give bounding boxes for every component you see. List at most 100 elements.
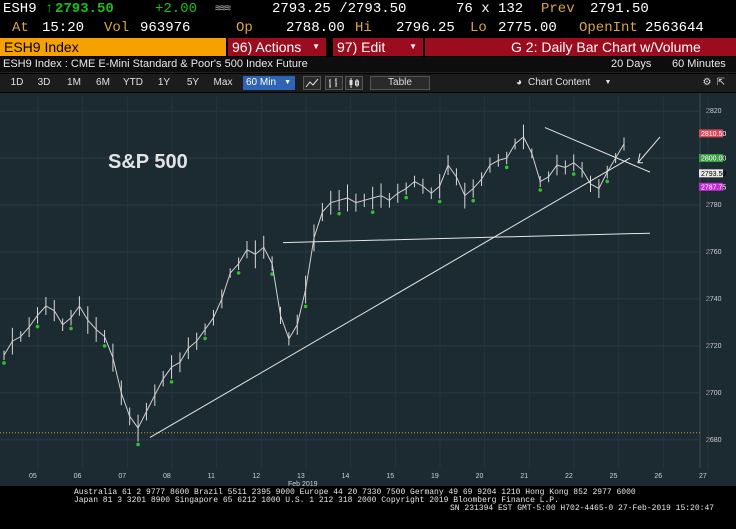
period-1m-button[interactable]: 1M <box>67 77 81 88</box>
period-1y-button[interactable]: 1Y <box>157 77 171 88</box>
actions-menu[interactable]: 96) Actions ▼ <box>228 38 326 56</box>
sparkline-icon: ≋≋≋ <box>215 4 231 15</box>
interval-select[interactable]: 60 Min ▼ <box>243 76 295 90</box>
signal-dot <box>471 198 475 203</box>
y-tick-label: 2760 <box>706 249 722 256</box>
range-interval[interactable]: 60 Minutes <box>672 58 726 70</box>
x-tick-label: 13 <box>297 473 305 480</box>
x-tick-label: 12 <box>252 473 260 480</box>
signal-dot <box>605 179 610 184</box>
chart-title: G 2: Daily Bar Chart w/Volume <box>511 39 701 55</box>
period-3d-button[interactable]: 3D <box>37 77 51 88</box>
x-tick-label: 07 <box>118 473 126 480</box>
signal-dot <box>270 272 274 276</box>
bid-ask: 2793.25 /2793.50 <box>272 1 407 17</box>
arrow-head <box>637 153 643 164</box>
price-tag-label: 2787.75 <box>701 184 726 191</box>
open-value: 2788.00 <box>286 20 345 36</box>
signal-dot <box>35 324 40 329</box>
table-button[interactable]: Table <box>370 76 430 90</box>
signal-dot <box>404 195 408 200</box>
price-tag-label: 2810.50 <box>701 131 726 138</box>
interval-label: 60 Min <box>246 77 277 88</box>
candle-chart-icon[interactable] <box>345 76 363 90</box>
price-tag-label: 2793.50 <box>701 171 726 178</box>
footer-phone-line-1: Australia 61 2 9777 8600 Brazil 5511 239… <box>74 488 636 497</box>
chart-title-bar: G 2: Daily Bar Chart w/Volume <box>425 38 736 56</box>
y-tick-label: 2820 <box>706 108 722 115</box>
range-days[interactable]: 20 Days <box>611 58 652 70</box>
vol-label: Vol <box>104 20 130 36</box>
footer-session-line: SN 231394 EST GMT-5:00 H702-4465-0 27-Fe… <box>450 504 715 513</box>
period-1d-button[interactable]: 1D <box>10 77 24 88</box>
signal-dot <box>504 165 509 170</box>
x-tick-label: 05 <box>29 473 37 480</box>
period-ytd-button[interactable]: YTD <box>123 77 143 88</box>
edit-menu[interactable]: 97) Edit ▼ <box>333 38 423 56</box>
price-tag <box>699 169 723 178</box>
signal-dot <box>571 172 576 176</box>
chart-content-icon: ◕ <box>515 77 523 88</box>
up-arrow-icon: ↑ <box>45 1 54 17</box>
ticker: ESH9 <box>3 1 37 17</box>
security-label: ESH9 Index <box>4 39 79 55</box>
resistance-line <box>544 127 651 173</box>
bid-ask-size: 76 x 132 <box>456 1 524 17</box>
chart-annotation: S&P 500 <box>108 151 188 173</box>
y-tick-label: 2740 <box>706 296 722 303</box>
last-price: 2793.50 <box>55 1 114 17</box>
table-label: Table <box>388 77 412 88</box>
quote-time: 15:20 <box>42 20 85 36</box>
chart-content-dropdown-icon: ▼ <box>604 79 612 86</box>
prev-label: Prev <box>541 1 575 17</box>
chart-area[interactable]: 2680270027202740276027802800282005060708… <box>0 93 736 486</box>
volume-value: 963976 <box>140 20 191 36</box>
actions-label: 96) Actions <box>232 39 302 55</box>
signal-dot <box>437 199 442 204</box>
actions-dropdown-icon: ▼ <box>312 42 320 51</box>
quote-row-1: ESH9 ↑ 2793.50 +2.00 ≋≋≋ 2793.25 /2793.5… <box>0 0 736 19</box>
line-chart-icon[interactable] <box>303 76 321 90</box>
high-label: Hi <box>355 20 372 36</box>
signal-dot <box>337 211 341 216</box>
footer: Australia 61 2 9777 8600 Brazil 5511 239… <box>0 486 736 529</box>
signal-dot <box>102 344 107 348</box>
bar-chart-icon[interactable] <box>325 76 343 90</box>
x-tick-label: 08 <box>163 473 171 480</box>
period-max-button[interactable]: Max <box>213 77 233 88</box>
high-value: 2796.25 <box>396 20 455 36</box>
command-bar: ESH9 Index 96) Actions ▼ 97) Edit ▼ G 2: D… <box>0 38 736 56</box>
price-tag-label: 2800.00 <box>701 156 726 163</box>
period-6m-button[interactable]: 6M <box>96 77 110 88</box>
y-tick-label: 2680 <box>706 437 722 444</box>
edit-dropdown-icon: ▼ <box>409 42 417 51</box>
x-tick-label: 15 <box>386 473 394 480</box>
y-axis-panel <box>700 93 736 486</box>
security-field[interactable]: ESH9 Index <box>0 38 226 56</box>
low-label: Lo <box>470 20 487 36</box>
period-5y-button[interactable]: 5Y <box>186 77 200 88</box>
signal-dot <box>236 271 241 275</box>
x-axis-label: Feb 2019 <box>288 481 318 486</box>
chart-content-button[interactable]: Chart Content <box>528 77 591 88</box>
description-bar: ESH9 Index : CME E-Mini Standard & Poor'… <box>0 57 736 73</box>
x-tick-label: 27 <box>699 473 707 480</box>
x-tick-label: 22 <box>565 473 573 480</box>
uptrend-line <box>149 157 631 438</box>
signal-dot <box>303 304 308 309</box>
expand-icon[interactable]: ⇱ <box>716 77 726 88</box>
low-value: 2775.00 <box>498 20 557 36</box>
price-tag <box>699 182 723 191</box>
openint-value: 2563644 <box>645 20 704 36</box>
gear-icon[interactable]: ⚙ <box>702 77 712 88</box>
price-tag <box>699 129 723 138</box>
price-chart[interactable]: 2680270027202740276027802800282005060708… <box>0 93 736 486</box>
security-description: ESH9 Index : CME E-Mini Standard & Poor'… <box>3 58 308 70</box>
x-tick-label: 21 <box>520 473 528 480</box>
signal-dot <box>538 188 543 192</box>
quote-row-2: At 15:20 Vol 963976 Op 2788.00 Hi 2796.2… <box>0 19 736 38</box>
period-toolbar: 1D 3D 1M 6M YTD 1Y 5Y Max 60 Min ▼ Table … <box>0 74 736 92</box>
y-tick-label: 2780 <box>706 202 722 209</box>
signal-dot <box>69 326 73 331</box>
price-tag <box>699 154 723 163</box>
